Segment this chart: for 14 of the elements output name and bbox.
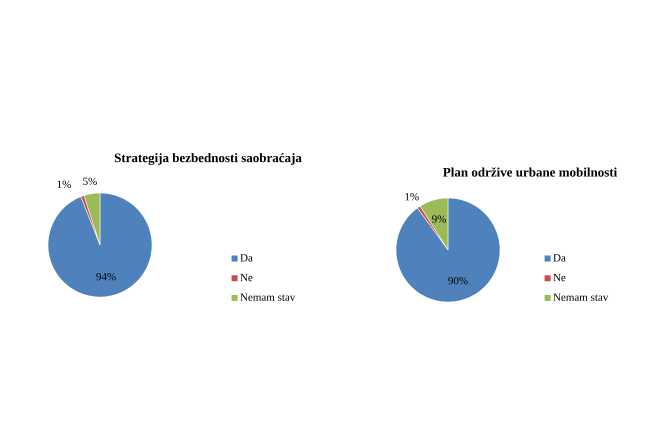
legend-label: Ne	[240, 274, 252, 282]
data-label: 1%	[58, 180, 71, 188]
data-label: 5%	[83, 178, 97, 186]
legend-label: Ne	[553, 274, 566, 282]
data-label: 9%	[432, 215, 446, 223]
data-label: 1%	[405, 192, 419, 200]
legend-label: Nemam stav	[240, 294, 296, 301]
data-label: 94%	[96, 272, 116, 280]
legend-label: Nemam stav	[553, 294, 608, 301]
chart-title: Strategija bezbednosti saobraćaja	[114, 153, 302, 165]
legend-label: Da	[240, 254, 253, 262]
data-label: 90%	[448, 276, 468, 284]
legend-label: Da	[553, 254, 566, 262]
chart-title: Plan održive urbane mobilnosti	[443, 167, 618, 177]
